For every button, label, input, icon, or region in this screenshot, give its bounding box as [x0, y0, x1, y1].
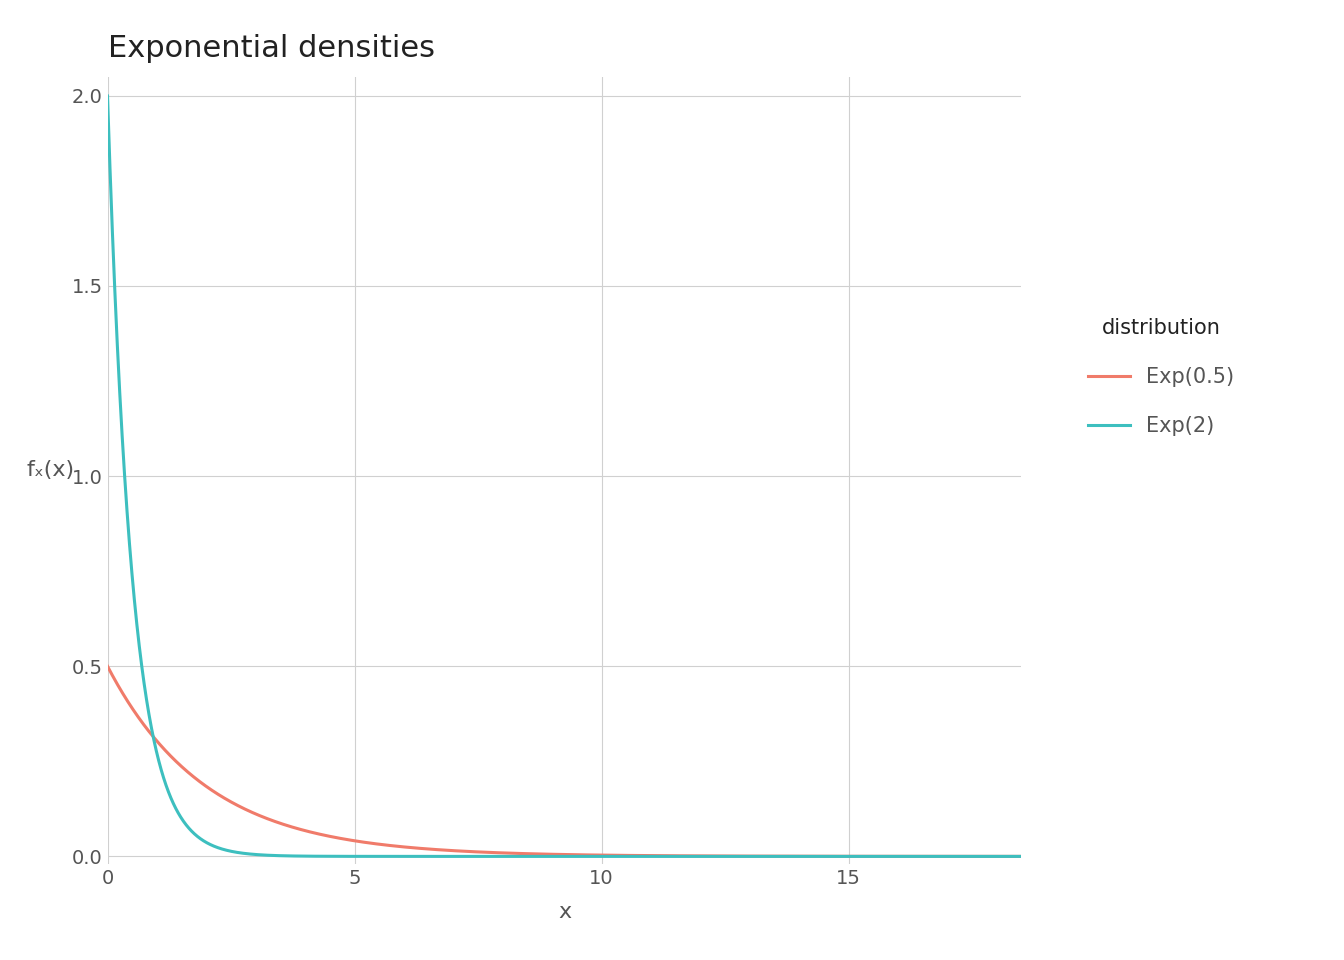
- Exp(2): [896, 851, 913, 862]
- Exp(2): [489, 851, 505, 862]
- Exp(0.5): [258, 812, 274, 824]
- Exp(0.5): [1013, 851, 1030, 862]
- Exp(0.5): [996, 851, 1012, 862]
- Exp(0.5): [204, 784, 220, 796]
- Exp(2): [450, 851, 466, 862]
- X-axis label: x: x: [558, 901, 571, 922]
- Exp(2): [99, 90, 116, 102]
- Exp(2): [258, 850, 274, 861]
- Y-axis label: fₓ(x): fₓ(x): [27, 461, 75, 480]
- Exp(0.5): [896, 851, 913, 862]
- Exp(2): [1013, 851, 1030, 862]
- Exp(0.5): [99, 660, 116, 672]
- Line: Exp(2): Exp(2): [108, 96, 1021, 856]
- Exp(2): [204, 839, 220, 851]
- Text: Exponential densities: Exponential densities: [108, 35, 434, 63]
- Exp(0.5): [489, 847, 505, 858]
- Line: Exp(0.5): Exp(0.5): [108, 666, 1021, 856]
- Exp(0.5): [450, 845, 466, 856]
- Legend: Exp(0.5), Exp(2): Exp(0.5), Exp(2): [1078, 307, 1245, 446]
- Exp(2): [996, 851, 1012, 862]
